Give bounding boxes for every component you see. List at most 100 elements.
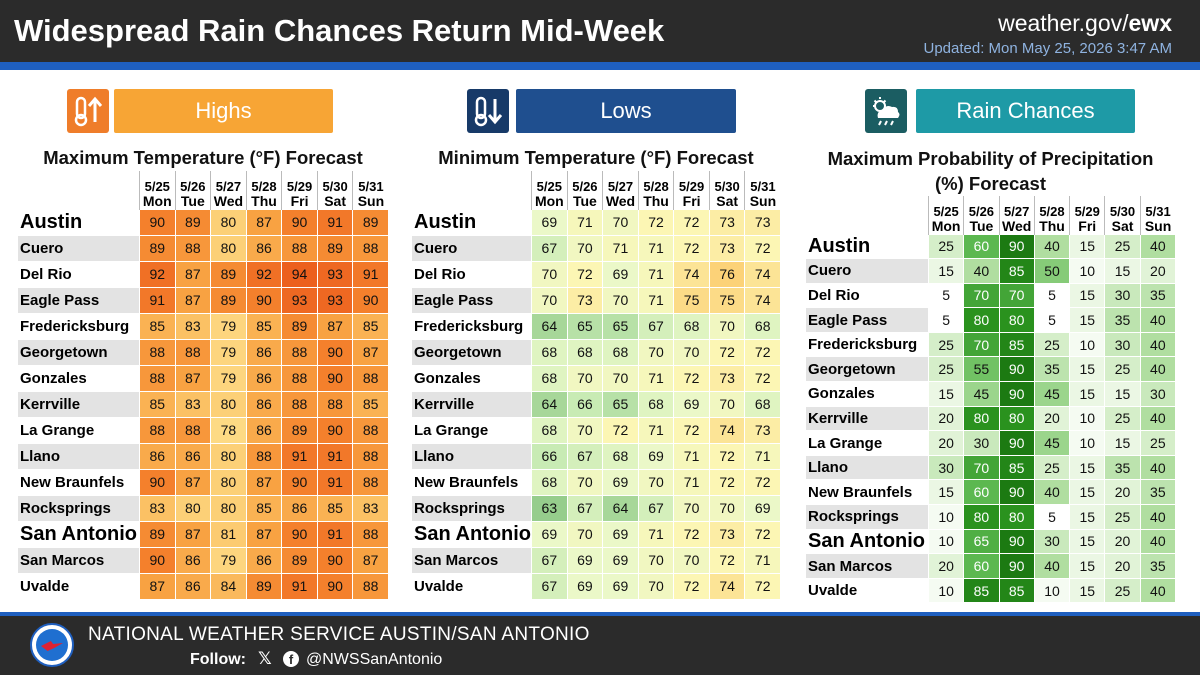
lows-button[interactable]: Lows — [516, 89, 736, 133]
date-header: 5/29 Fri — [281, 171, 318, 209]
city-name: Austin — [410, 208, 533, 236]
forecast-cell: 85 — [998, 331, 1035, 358]
forecast-cell: 72 — [673, 572, 710, 600]
highs-button[interactable]: Highs — [114, 89, 333, 133]
forecast-cell: 30 — [1104, 282, 1141, 309]
forecast-cell: 70 — [963, 454, 1000, 481]
rain-table-title: Maximum Probability of Precipitation (%)… — [827, 148, 1154, 194]
forecast-cell: 25 — [927, 233, 965, 260]
forecast-cell: 15 — [1069, 504, 1106, 530]
forecast-cell: 72 — [673, 520, 710, 548]
forecast-cell: 88 — [281, 364, 318, 392]
forecast-cell: 85 — [245, 312, 283, 340]
forecast-cell: 25 — [927, 331, 965, 358]
forecast-cell: 90 — [138, 208, 176, 236]
forecast-cell: 88 — [352, 468, 389, 496]
site-url[interactable]: weather.gov/ewx — [998, 10, 1172, 37]
forecast-cell: 69 — [531, 208, 568, 236]
city-name: Kerrville — [410, 390, 533, 418]
forecast-cell: 30 — [963, 430, 1000, 456]
date-label: 5/25 — [144, 178, 170, 194]
forecast-cell: 40 — [1139, 504, 1177, 530]
forecast-cell: 86 — [245, 234, 283, 262]
forecast-cell: 75 — [673, 286, 710, 314]
date-label: 5/28 — [1039, 203, 1065, 219]
forecast-cell: 91 — [316, 208, 354, 236]
forecast-cell: 70 — [602, 364, 639, 392]
forecast-cell: 80 — [963, 307, 1000, 333]
forecast-cell: 85 — [963, 577, 1000, 604]
forecast-cell: 15 — [1069, 282, 1106, 309]
forecast-cell: 30 — [1104, 331, 1141, 358]
forecast-cell: 92 — [138, 260, 176, 288]
date-header: 5/27 Wed — [602, 171, 639, 209]
forecast-cell: 90 — [316, 338, 354, 366]
date-label: 5/27 — [607, 178, 634, 194]
forecast-cell: 90 — [998, 528, 1035, 555]
forecast-cell: 68 — [531, 416, 568, 444]
day-label: Fri — [290, 192, 309, 209]
forecast-cell: 90 — [352, 286, 389, 314]
forecast-cell: 15 — [1069, 381, 1106, 407]
day-label: Tue — [180, 192, 205, 209]
forecast-cell: 87 — [352, 546, 389, 574]
forecast-cell: 91 — [352, 260, 389, 288]
forecast-cell: 71 — [637, 520, 675, 548]
city-name: Eagle Pass — [410, 286, 533, 314]
date-header: 5/26 Tue — [963, 196, 1000, 234]
forecast-cell: 85 — [316, 494, 354, 522]
forecast-cell: 40 — [1139, 356, 1177, 383]
forecast-cell: 69 — [531, 520, 568, 548]
rain-chances-button[interactable]: Rain Chances — [916, 89, 1135, 133]
forecast-cell: 45 — [1033, 430, 1071, 456]
day-label: Sun — [749, 192, 777, 209]
day-label: Thu — [251, 192, 277, 209]
forecast-cell: 71 — [637, 364, 675, 392]
forecast-cell: 65 — [963, 528, 1000, 555]
date-header-row: 5/25 Mon 5/26 Tue 5/27 Wed 5/28 Thu 5/29 Fri 5/30 S… — [412, 171, 781, 209]
date-header: 5/25 Mon — [927, 196, 964, 234]
forecast-cell: 86 — [174, 546, 212, 574]
forecast-cell: 15 — [1069, 307, 1106, 333]
header-bar: Widespread Rain Chances Return Mid-Week … — [0, 0, 1200, 62]
forecast-cell: 88 — [316, 390, 354, 418]
date-label: 5/30 — [322, 178, 348, 194]
forecast-cell: 40 — [1139, 405, 1177, 432]
forecast-cell: 70 — [673, 338, 710, 366]
social-handle[interactable]: @NWSSanAntonio — [306, 651, 443, 668]
updated-timestamp: Updated: Mon May 25, 2026 3:47 AM — [923, 40, 1173, 57]
forecast-cell: 10 — [1069, 405, 1106, 432]
forecast-cell: 5 — [1033, 307, 1071, 333]
forecast-cell: 78 — [210, 416, 247, 444]
forecast-cell: 72 — [744, 338, 781, 366]
forecast-cell: 20 — [1104, 553, 1141, 579]
forecast-cell: 90 — [281, 520, 318, 548]
forecast-cell: 87 — [245, 520, 283, 548]
table-row: Georgetown 88 88 79 86 88 90 87 — [17, 338, 389, 366]
facebook-icon[interactable]: f — [283, 651, 299, 667]
date-label: 5/26 — [572, 178, 598, 194]
header-divider — [0, 62, 1200, 70]
forecast-cell: 87 — [174, 286, 212, 314]
forecast-cell: 74 — [673, 260, 710, 288]
city-name: San Antonio — [410, 520, 533, 548]
forecast-cell: 76 — [708, 260, 746, 288]
forecast-cell: 89 — [245, 572, 283, 600]
forecast-cell: 71 — [637, 286, 675, 314]
forecast-cell: 90 — [316, 546, 354, 574]
x-icon[interactable]: 𝕏 — [258, 649, 272, 668]
table-row: Llano 86 86 80 88 91 91 88 — [17, 442, 389, 470]
forecast-cell: 86 — [245, 390, 283, 418]
date-label: 5/27 — [215, 178, 242, 194]
day-label: Fri — [1078, 217, 1097, 234]
city-name: Del Rio — [805, 282, 929, 309]
forecast-cell: 71 — [637, 260, 675, 288]
forecast-cell: 89 — [210, 260, 247, 288]
city-name: Cuero — [17, 234, 140, 262]
day-label: Mon — [534, 192, 564, 209]
forecast-cell: 68 — [566, 338, 604, 366]
forecast-cell: 88 — [138, 364, 176, 392]
forecast-cell: 68 — [744, 390, 781, 418]
forecast-cell: 15 — [1069, 553, 1106, 579]
forecast-cell: 67 — [637, 494, 675, 522]
